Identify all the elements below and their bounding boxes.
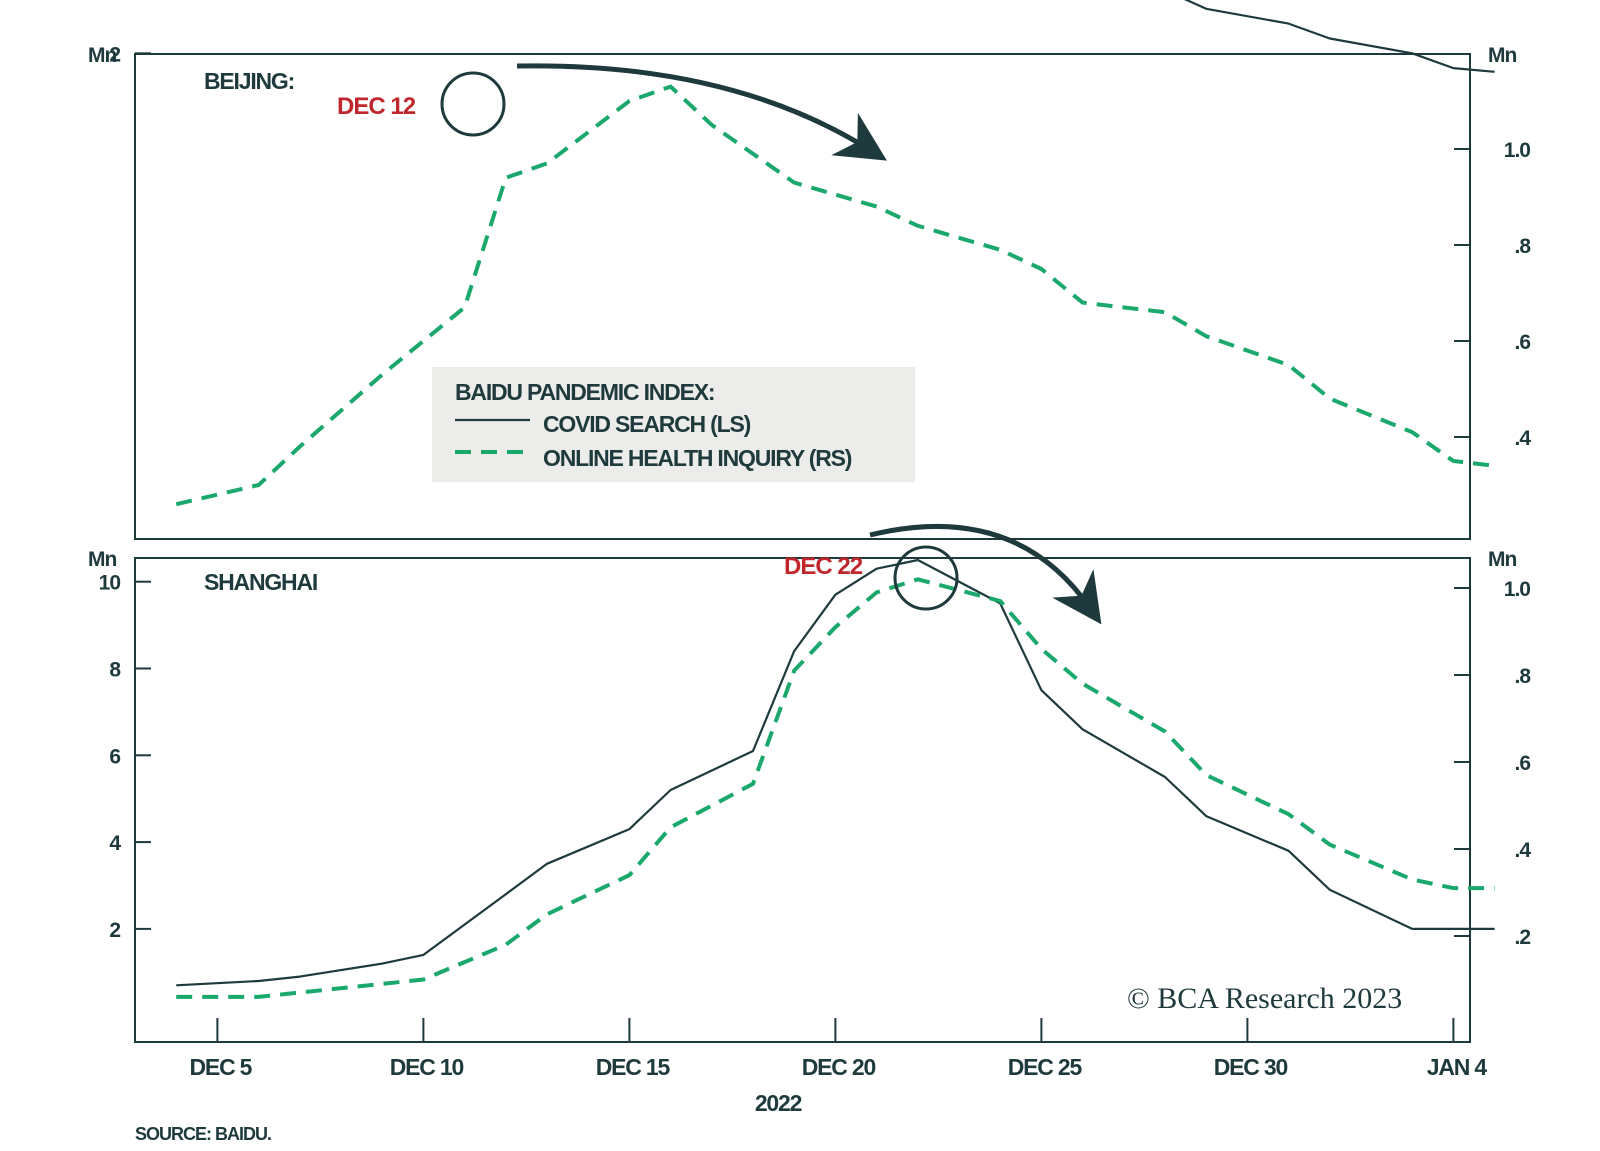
peak-highlight-circle-beijing <box>440 71 506 137</box>
x-tick-label: DEC 15 <box>596 1054 671 1080</box>
series-line-covid-search-beijing <box>1184 0 1495 73</box>
series-line-covid-search-shanghai <box>176 558 1495 987</box>
right-ticks-shanghai: 1.0 .8 .6 .4 .2 <box>1454 578 1532 949</box>
right-tick-label-beijing: .6 <box>1514 331 1530 354</box>
right-unit-label-beijing: Mn <box>1488 44 1516 67</box>
right-tick-label-beijing: 1.0 <box>1504 139 1531 162</box>
plot-frame-beijing <box>134 53 1471 540</box>
copyright-notice: © BCA Research 2023 <box>1127 982 1402 1015</box>
right-tick-label-beijing: .8 <box>1514 235 1531 258</box>
x-tick-label: DEC 5 <box>190 1054 253 1080</box>
left-tick-label-shanghai: 4 <box>109 832 121 855</box>
right-tick-label-beijing: .4 <box>1514 427 1531 450</box>
left-ticks-shanghai: 10 8 6 4 2 <box>99 572 151 942</box>
right-tick-label-shanghai: .4 <box>1514 839 1531 862</box>
x-tick-label: DEC 10 <box>390 1054 464 1080</box>
left-unit-label-shanghai: Mn <box>88 548 116 571</box>
decline-arrow-beijing <box>516 63 887 161</box>
right-unit-label-shanghai: Mn <box>1488 548 1516 571</box>
right-tick-label-shanghai: .2 <box>1514 926 1530 949</box>
left-tick-label-beijing: 2 <box>109 43 120 66</box>
right-tick-label-shanghai: 1.0 <box>1504 578 1531 601</box>
x-tick-label: JAN 4 <box>1427 1054 1488 1080</box>
legend-title: BAIDU PANDEMIC INDEX: <box>455 379 714 405</box>
x-tick-label: DEC 20 <box>802 1054 876 1080</box>
left-tick-label-shanghai: 10 <box>99 572 121 595</box>
panel-label-shanghai: SHANGHAI <box>204 569 317 595</box>
legend-item-covid-search: COVID SEARCH (LS) <box>543 411 751 437</box>
x-axis-ticks: DEC 5 DEC 10 DEC 15 DEC 20 DEC 25 DEC 30 JAN 4 <box>190 1018 1489 1080</box>
peak-highlight-circle-shanghai <box>893 545 959 611</box>
plot-frame-shanghai <box>134 557 1471 1043</box>
left-tick-label-shanghai: 6 <box>109 745 120 768</box>
x-tick-label: DEC 25 <box>1008 1054 1083 1080</box>
panel-beijing: Mn Mn 12108642 1.0 .8 .6 .4 BEIJING: DEC 12… <box>88 0 1532 540</box>
x-tick-label: DEC 30 <box>1214 1054 1288 1080</box>
left-tick-label-shanghai: 2 <box>109 919 120 942</box>
panel-label-beijing: BEIJING: <box>204 68 294 94</box>
right-tick-label-shanghai: .8 <box>1514 665 1531 688</box>
legend: BAIDU PANDEMIC INDEX: COVID SEARCH (LS) … <box>432 367 915 482</box>
panel-shanghai: Mn Mn 10 8 6 4 2 1.0 .8 .6 .4 .2 SHANGHAI DEC 22… <box>88 523 1532 1043</box>
legend-item-health-inquiry: ONLINE HEALTH INQUIRY (RS) <box>543 445 852 471</box>
x-axis-year-label: 2022 <box>755 1090 802 1116</box>
right-ticks-beijing: 1.0 .8 .6 .4 <box>1454 139 1532 450</box>
peak-annotation-shanghai: DEC 22 <box>784 553 863 580</box>
source-note: SOURCE: BAIDU. <box>135 1124 271 1144</box>
peak-annotation-beijing: DEC 12 <box>337 93 416 120</box>
series-line-health-inquiry-beijing <box>175 84 1495 507</box>
left-tick-label-shanghai: 8 <box>109 659 121 682</box>
series-line-health-inquiry-shanghai <box>176 577 1495 999</box>
legend-box <box>432 367 915 482</box>
left-unit-label-beijing: Mn <box>88 44 116 67</box>
right-tick-label-shanghai: .6 <box>1514 752 1530 775</box>
decline-arrow-shanghai <box>869 523 1102 625</box>
left-ticks-beijing: 12108642 <box>109 43 151 66</box>
